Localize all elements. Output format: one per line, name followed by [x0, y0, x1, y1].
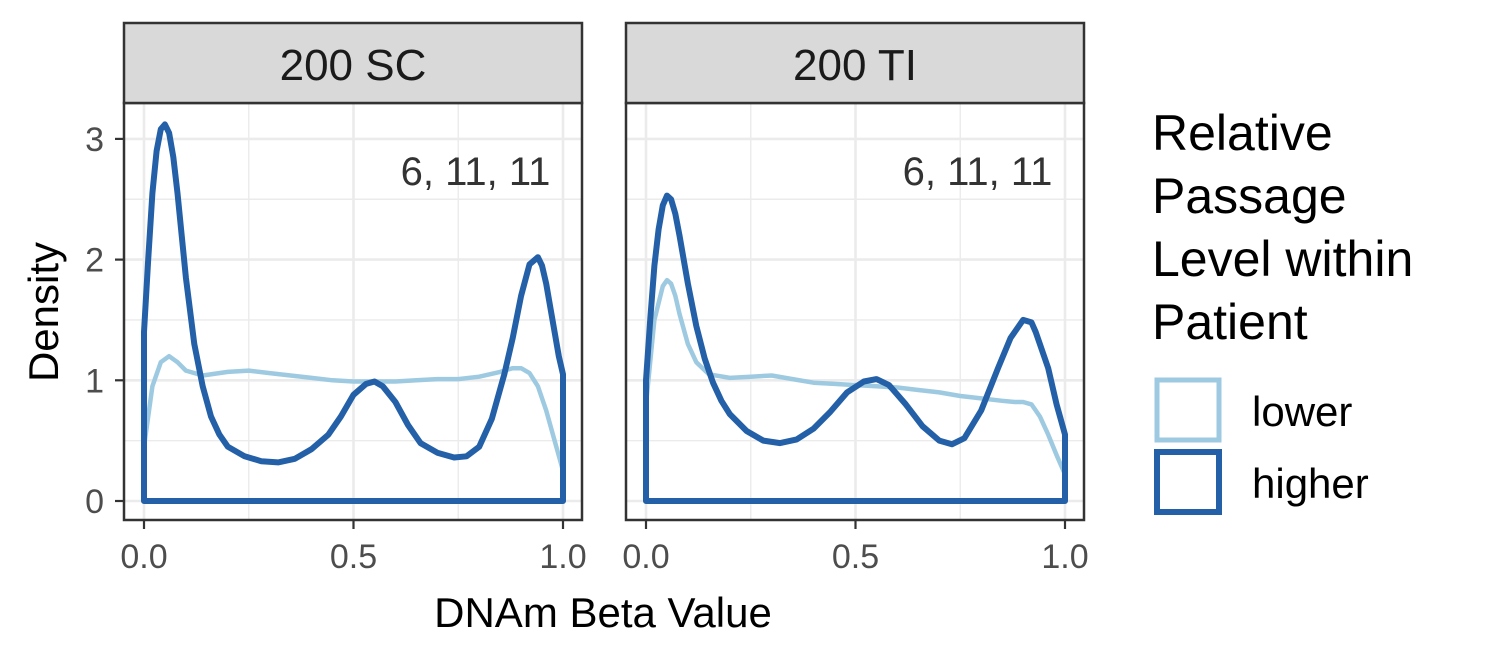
legend-title-line: Patient	[1152, 294, 1308, 350]
x-tick-label: 0.5	[832, 538, 879, 576]
facet-strip-label: 200 TI	[793, 41, 917, 90]
y-tick-label: 0	[85, 483, 104, 521]
legend-key-higher	[1154, 449, 1222, 515]
facet-panels: 6, 11, 11 200 SC 0.0 0.5 1.0 0 1 2 3 6, 11, 11 200…	[85, 21, 1089, 576]
y-axis-title: Density	[20, 242, 67, 382]
facet-strip-label: 200 SC	[280, 41, 427, 90]
x-tick-label: 0.0	[622, 538, 669, 576]
legend: Relative Passage Level within Patient lower h…	[1152, 105, 1413, 515]
facet-strip	[122, 21, 584, 105]
x-tick-label: 0.0	[120, 538, 167, 576]
density-curve-higher	[141, 121, 566, 504]
density-curve-higher	[643, 192, 1068, 504]
y-tick-label: 2	[85, 242, 104, 280]
x-tick-label: 0.5	[330, 538, 377, 576]
panel-annotation: 6, 11, 11	[401, 150, 551, 194]
density-curve-lower	[643, 277, 1068, 504]
legend-label-higher: higher	[1252, 460, 1369, 507]
legend-title-line: Relative	[1152, 105, 1333, 161]
y-tick-label: 3	[85, 121, 104, 159]
legend-title-line: Passage	[1152, 168, 1347, 224]
y-tick-label: 1	[85, 362, 104, 400]
legend-key-lower	[1154, 377, 1222, 443]
x-tick-label: 1.0	[1041, 538, 1088, 576]
facet-panel-2: 6, 11, 11 200 TI 0.0 0.5 1.0	[622, 21, 1089, 576]
legend-title-line: Level within	[1152, 231, 1413, 287]
facet-strip	[624, 21, 1086, 105]
x-tick-label: 1.0	[539, 538, 586, 576]
panel-annotation: 6, 11, 11	[903, 150, 1053, 194]
legend-label-lower: lower	[1252, 388, 1352, 435]
facet-panel-1: 6, 11, 11 200 SC 0.0 0.5 1.0 0 1 2 3	[85, 21, 587, 576]
x-axis-title: DNAm Beta Value	[434, 589, 772, 636]
